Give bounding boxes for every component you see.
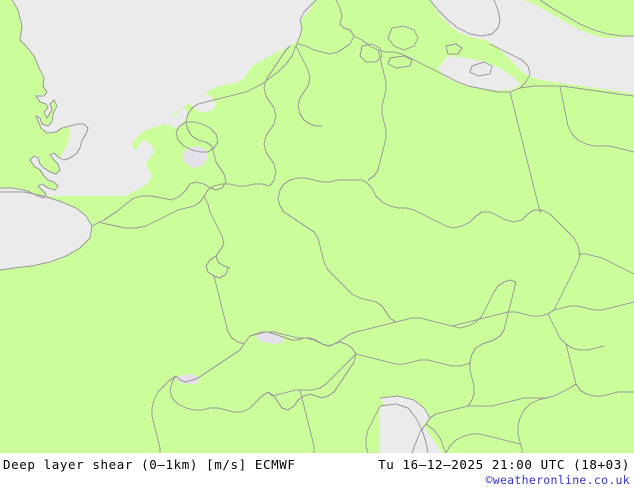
border-austria-slovenia	[467, 281, 517, 407]
border-austria-italy	[355, 353, 471, 367]
island-zealand	[387, 25, 419, 51]
land-danish-island-zealand	[388, 26, 418, 50]
forecast-run-label: Tu 16–12–2025 21:00 UTC (18+03)	[378, 457, 630, 472]
coast-great-britain-east	[0, 0, 89, 199]
border-czech-slovakia	[553, 301, 634, 311]
border-layer	[97, 45, 634, 453]
coast-channel-north	[0, 191, 93, 271]
island-ruegen	[469, 61, 493, 77]
coastline-layer	[0, 0, 634, 453]
border-france-germany	[213, 275, 245, 345]
coast-adriatic-inner	[379, 403, 429, 453]
border-austria-slovakia	[547, 313, 605, 351]
border-germany-poland	[509, 91, 543, 213]
map-footer: Deep layer shear (0–1km) [m/s] ECMWF Tu …	[0, 453, 634, 490]
border-germany-switzerland	[249, 331, 357, 347]
border-czech-poland-east	[578, 253, 634, 275]
border-slovenia-italy	[429, 405, 469, 419]
border-belgium-netherlands	[203, 183, 271, 197]
water-adriatic-sea	[380, 404, 442, 453]
border-france-switzerland	[175, 343, 245, 383]
coast-france-belgium-nl	[91, 45, 297, 227]
border-slovenia-croatia	[468, 397, 548, 407]
parameter-label: Deep layer shear (0–1km) [m/s] ECMWF	[3, 457, 296, 472]
copyright-link[interactable]: ©weatheronline.co.uk	[485, 473, 630, 487]
coast-nl-ijsselmeer-outer	[175, 121, 219, 153]
border-italy-lombardy	[299, 389, 315, 453]
coast-sweden-east	[539, 0, 634, 37]
coast-istria	[425, 423, 447, 453]
water-pomeranian-bay	[438, 56, 520, 90]
border-croatia-bosnia	[445, 433, 521, 453]
water-english-channel	[0, 192, 92, 270]
coast-poland-baltic	[519, 85, 634, 97]
border-germany-interior-east	[367, 49, 387, 181]
land-danish-island-funen	[360, 44, 382, 62]
water-layer	[0, 0, 634, 453]
border-france-belgium	[97, 195, 205, 229]
border-france-interior-se	[151, 375, 177, 453]
coast-sweden-south	[429, 0, 501, 37]
border-austria-hungary	[565, 343, 634, 397]
border-italy-interior	[365, 405, 381, 453]
border-germany-interior-north	[295, 45, 322, 127]
map-panel[interactable]	[0, 0, 634, 453]
lake-geneva	[176, 374, 200, 384]
island-funen	[359, 43, 383, 63]
island-small-baltic	[445, 43, 463, 55]
water-north-sea	[44, 0, 300, 190]
border-hungary-croatia	[517, 383, 577, 453]
border-belgium-germany	[203, 195, 231, 269]
border-italy-alpine-south	[267, 353, 357, 397]
land-sweden-east	[540, 0, 634, 36]
island-lolland	[387, 55, 413, 69]
water-baltic-sea	[430, 0, 634, 94]
border-czech-republic	[277, 177, 581, 327]
border-switzerland	[169, 331, 357, 413]
border-luxembourg-west	[205, 255, 229, 279]
border-netherlands-germany	[263, 45, 291, 187]
coast-denmark-west	[295, 0, 317, 47]
land-danish-island-lolland	[388, 56, 412, 68]
coast-denmark-jutland-east	[297, 0, 355, 55]
coast-german-baltic	[353, 35, 531, 93]
border-poland-interior	[559, 85, 634, 153]
land-continental-europe	[0, 0, 634, 453]
land-denmark-jutland	[296, 0, 354, 54]
map-canvas[interactable]	[0, 0, 634, 453]
